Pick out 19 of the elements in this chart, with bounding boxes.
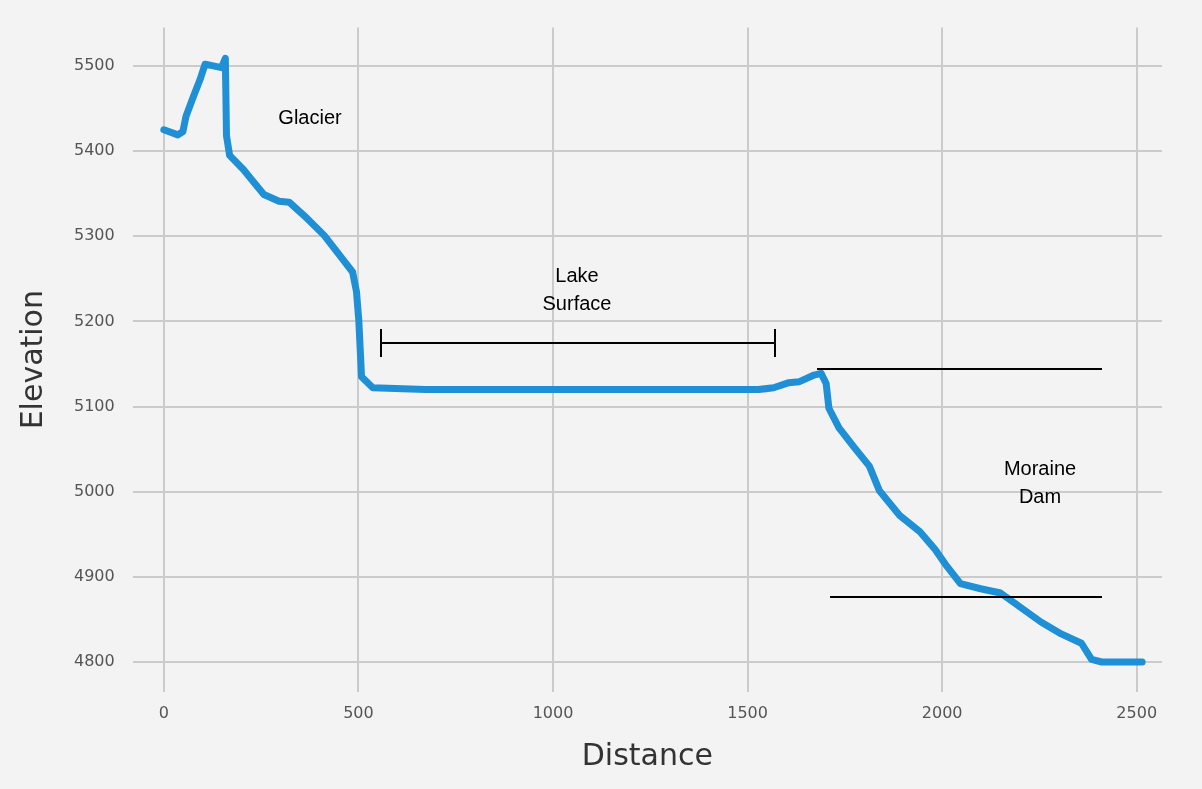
y-tick-label: 5200 — [74, 310, 115, 330]
y-tick-label: 5500 — [74, 55, 115, 75]
y-tick-label: 5400 — [74, 140, 115, 160]
x-tick-label: 0 — [158, 702, 169, 722]
x-tick-label: 1500 — [727, 702, 768, 722]
x-axis-title: Distance — [581, 736, 713, 772]
x-tick-label: 500 — [343, 702, 374, 722]
y-tick-label: 4800 — [74, 651, 115, 671]
annotation: Lake Surface — [542, 263, 612, 314]
annotation: Glacier — [278, 105, 343, 128]
y-tick-label: 5100 — [74, 395, 115, 415]
x-tick-label: 2500 — [1116, 702, 1158, 722]
y-axis-title: Elevation — [13, 290, 49, 430]
annotation: Moraine Dam — [1003, 456, 1077, 507]
y-tick-label: 5000 — [74, 480, 115, 500]
x-tick-label: 1000 — [532, 702, 574, 722]
y-tick-label: 4900 — [74, 566, 115, 585]
x-tick-label: 2000 — [921, 702, 963, 722]
y-tick-label: 5300 — [74, 225, 115, 245]
